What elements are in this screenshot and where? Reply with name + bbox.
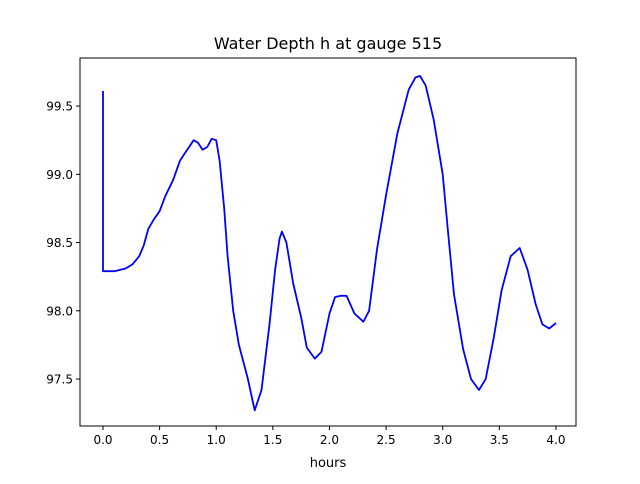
- y-tick-label: 97.5: [46, 373, 73, 387]
- x-axis-ticks: 0.0 0.5 1.0 1.5 2.0 2.5 3.0 3.5 4.0: [93, 426, 566, 447]
- x-tick-label: 3.5: [490, 433, 509, 447]
- x-tick-label: 2.0: [320, 433, 339, 447]
- y-tick-label: 99.5: [46, 100, 73, 114]
- chart-title: Water Depth h at gauge 515: [214, 34, 442, 53]
- x-axis-label: hours: [310, 456, 347, 471]
- y-tick-label: 98.0: [46, 304, 73, 318]
- x-tick-label: 0.5: [150, 433, 169, 447]
- x-tick-label: 4.0: [546, 433, 565, 447]
- x-tick-label: 1.5: [263, 433, 282, 447]
- plot-frame: [79, 57, 577, 427]
- y-tick-label: 98.5: [46, 236, 73, 250]
- x-tick-label: 3.0: [433, 433, 452, 447]
- x-tick-label: 1.0: [207, 433, 226, 447]
- y-tick-label: 99.0: [46, 168, 73, 182]
- y-axis-ticks: 97.5 98.0 98.5 99.0 99.5: [46, 100, 80, 387]
- x-tick-label: 2.5: [377, 433, 396, 447]
- series-line-h: [102, 75, 557, 412]
- x-tick-label: 0.0: [93, 433, 112, 447]
